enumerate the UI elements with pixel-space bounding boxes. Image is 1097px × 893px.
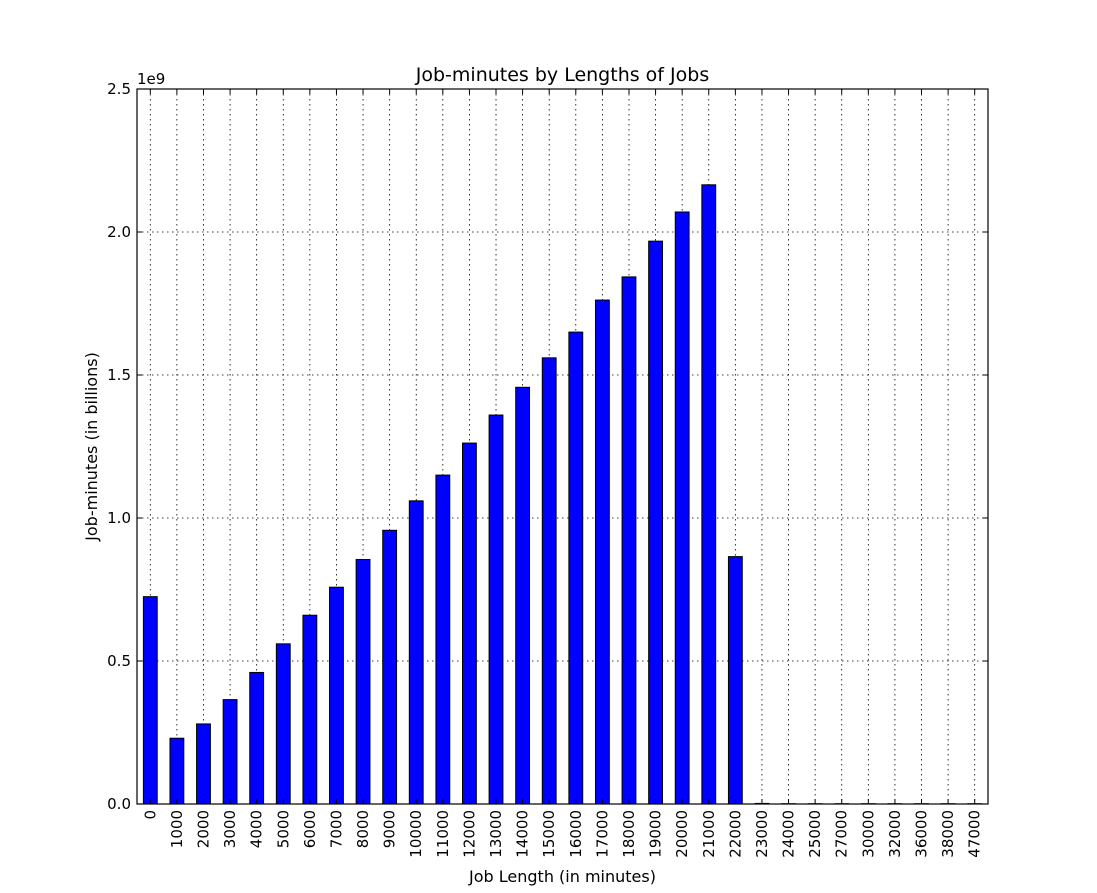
x-tick-label: 32000: [886, 810, 904, 858]
bar: [196, 723, 211, 805]
x-tick-label: 7000: [327, 810, 345, 848]
x-tick-label: 14000: [514, 810, 532, 858]
x-tick-label: 9000: [381, 810, 399, 848]
x-tick-label: 8000: [354, 810, 372, 848]
x-tick-label: 38000: [939, 810, 957, 858]
bar: [541, 357, 557, 805]
x-tick-label: 13000: [487, 810, 505, 858]
bar: [648, 240, 663, 805]
x-tick-label: 36000: [913, 810, 931, 858]
bar: [329, 586, 344, 805]
bar: [222, 699, 238, 805]
chart-title: Job-minutes by Lengths of Jobs: [415, 64, 709, 86]
x-tick-label: 47000: [966, 810, 984, 858]
bar: [169, 737, 185, 805]
x-tick-label: 3000: [221, 810, 239, 848]
x-tick-label: 21000: [700, 810, 718, 858]
x-tick-label: 25000: [806, 810, 824, 858]
y-axis-label: Job-minutes (in billions): [82, 352, 101, 542]
bar: [302, 614, 318, 805]
bar: [408, 500, 424, 805]
grid-layer: [137, 89, 988, 804]
x-tick-label: 23000: [753, 810, 771, 858]
y-tick-label: 0.0: [107, 795, 131, 813]
x-tick-label: 2000: [194, 810, 212, 848]
bar: [621, 276, 637, 805]
bar: [594, 299, 610, 805]
x-tick-label: 5000: [274, 810, 292, 848]
x-tick-label: 15000: [540, 810, 558, 858]
y-tick-label: 1.0: [107, 509, 131, 527]
tick-layer: 0.0 0.5 1.0 1.5 2.0 2.5 0 1000 2000 3000 4000 5000 6…: [107, 80, 988, 858]
bar: [701, 184, 717, 805]
x-tick-label: 4000: [248, 810, 266, 848]
y-offset-label: 1e9: [137, 70, 165, 88]
x-tick-label: 20000: [673, 810, 691, 858]
bar: [275, 643, 291, 805]
x-tick-label: 6000: [301, 810, 319, 848]
y-tick-label: 0.5: [107, 652, 131, 670]
bar: [568, 331, 584, 805]
x-tick-label: 22000: [726, 810, 744, 858]
x-tick-label: 27000: [833, 810, 851, 858]
x-tick-label: 0: [141, 810, 159, 820]
bar: [462, 442, 477, 805]
bar: [142, 596, 158, 805]
bar: [727, 556, 743, 805]
x-tick-label: 12000: [460, 810, 478, 858]
y-tick-label: 1.5: [107, 366, 131, 384]
x-tick-label: 18000: [620, 810, 638, 858]
y-tick-label: 2.0: [107, 223, 131, 241]
bar: [674, 211, 690, 805]
x-axis-label: Job Length (in minutes): [468, 867, 656, 886]
x-tick-label: 10000: [407, 810, 425, 858]
bar: [435, 474, 451, 805]
bar: [382, 529, 398, 805]
plot-frame: [136, 88, 989, 805]
x-tick-label: 1000: [168, 810, 186, 848]
x-tick-label: 19000: [647, 810, 665, 858]
bar: [488, 414, 504, 805]
x-tick-label: 11000: [434, 810, 452, 858]
x-tick-label: 16000: [567, 810, 585, 858]
x-tick-label: 30000: [859, 810, 877, 858]
bar: [249, 671, 265, 805]
y-tick-label: 2.5: [107, 80, 131, 98]
x-tick-label: 17000: [593, 810, 611, 858]
bar-layer: [142, 184, 983, 805]
bar: [515, 386, 531, 805]
bar: [355, 558, 371, 805]
x-tick-label: 24000: [780, 810, 798, 858]
